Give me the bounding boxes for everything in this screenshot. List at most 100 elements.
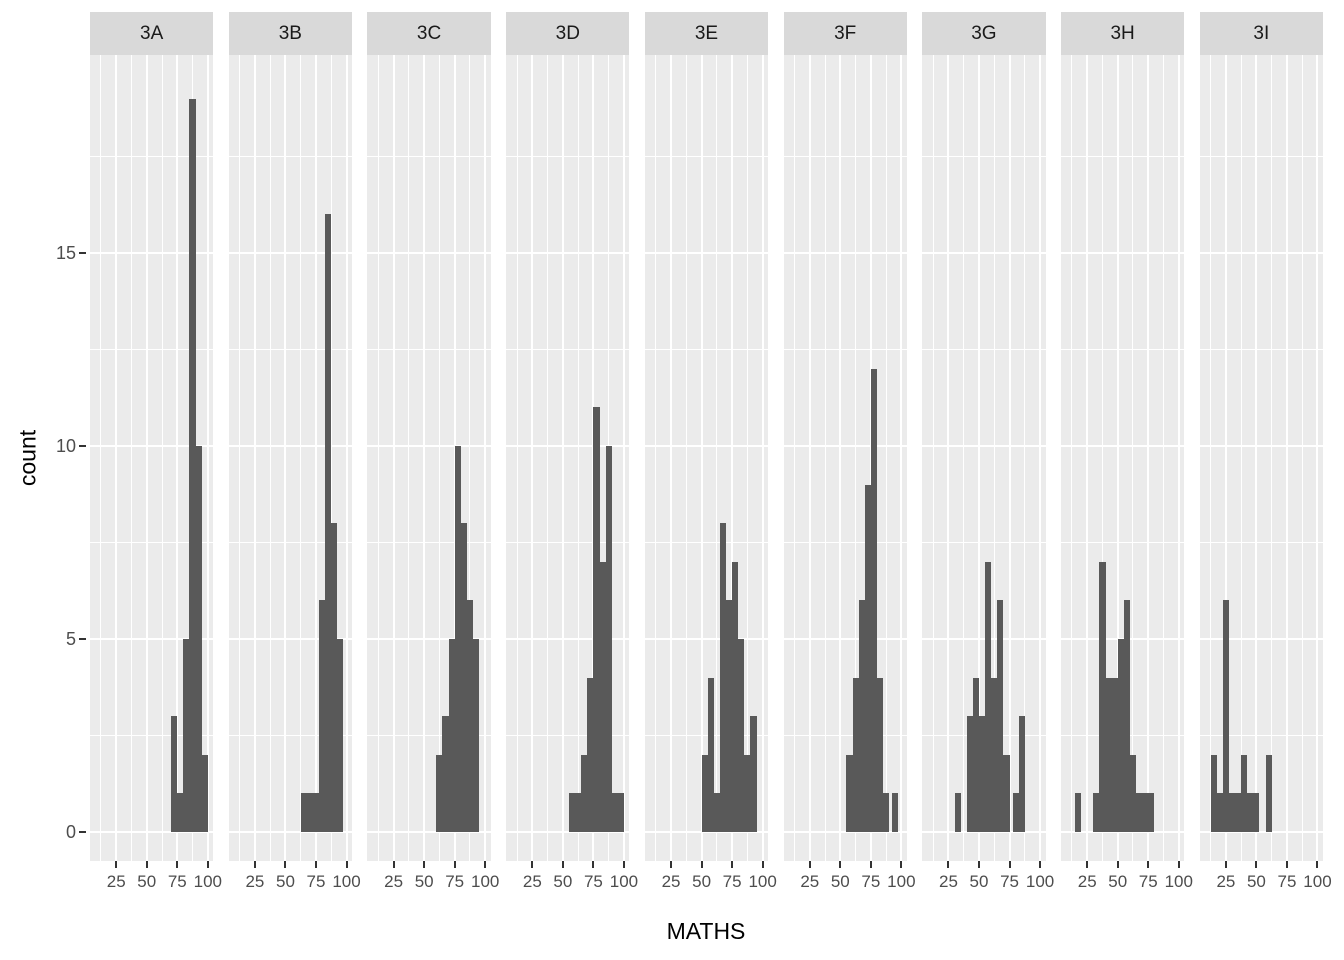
- histogram-bar: [306, 793, 313, 832]
- x-tick-mark: [839, 861, 842, 868]
- gridline-x-major: [1316, 55, 1319, 861]
- histogram-bar: [300, 793, 307, 832]
- facet-3C: 3C 25 50 75 100: [367, 12, 499, 960]
- x-tick-mark: [1147, 861, 1150, 868]
- x-tick-mark: [176, 861, 179, 868]
- histogram-bar: [575, 793, 582, 832]
- facet-panel: [1060, 55, 1185, 861]
- gridline-y-major: [922, 252, 1046, 254]
- gridline-x-major: [700, 55, 703, 861]
- histogram-bar: [325, 214, 332, 832]
- facet-strip-label: 3H: [1110, 22, 1135, 44]
- histogram-bar: [337, 639, 344, 832]
- x-tick-mark: [869, 861, 872, 868]
- x-tick-label: 25: [522, 872, 542, 891]
- histogram-bar: [846, 754, 853, 832]
- histogram-bar: [1111, 677, 1118, 832]
- gridline-y-minor: [367, 542, 491, 543]
- facet-strip-label: 3D: [555, 22, 580, 44]
- gridline-x-minor: [716, 55, 718, 861]
- facet-strip: 3A: [90, 12, 214, 55]
- gridline-y-minor: [228, 542, 352, 543]
- gridline-y-major: [783, 831, 907, 833]
- x-tick-mark: [670, 861, 673, 868]
- gridline-y-major: [783, 252, 907, 254]
- histogram-bar: [1241, 754, 1248, 832]
- x-tick-label: 100: [609, 872, 639, 891]
- gridline-y-minor: [367, 156, 491, 157]
- gridline-x-minor: [408, 55, 410, 861]
- x-tick-mark: [531, 861, 534, 868]
- gridline-y-major: [644, 831, 769, 833]
- gridline-x-major: [423, 55, 426, 861]
- gridline-x-major: [900, 55, 903, 861]
- gridline-y-minor: [90, 349, 214, 350]
- gridline-x-minor: [1024, 55, 1026, 861]
- histogram-bar: [189, 98, 196, 832]
- y-tick-mark: [79, 831, 86, 833]
- x-tick-label: 25: [384, 872, 404, 891]
- facet-strip-label: 3A: [140, 22, 164, 44]
- gridline-x-minor: [963, 55, 965, 861]
- gridline-y-minor: [1060, 156, 1185, 157]
- x-tick-label: 50: [553, 872, 573, 891]
- gridline-y-major: [783, 638, 907, 640]
- histogram-bar: [195, 446, 202, 832]
- histogram-bar: [744, 754, 751, 832]
- gridline-y-major: [1060, 445, 1185, 447]
- gridline-y-major: [506, 638, 630, 640]
- gridline-x-major: [1255, 55, 1258, 861]
- gridline-y-minor: [644, 156, 769, 157]
- x-tick-label: 100: [1303, 872, 1332, 891]
- x-tick-label: 25: [1077, 872, 1097, 891]
- x-tick-label: 50: [276, 872, 295, 891]
- gridline-y-minor: [506, 542, 630, 543]
- facet-panel: [644, 55, 769, 861]
- facet-panel: [922, 55, 1046, 861]
- y-tick-mark: [79, 445, 86, 447]
- x-tick-mark: [453, 861, 456, 868]
- histogram-bar: [448, 639, 455, 832]
- x-tick-mark: [900, 861, 903, 868]
- gridline-x-major: [839, 55, 842, 861]
- facet-panel: [367, 55, 491, 861]
- histogram-bar: [183, 639, 190, 832]
- facet-panel: [783, 55, 907, 861]
- gridline-x-major: [1224, 55, 1227, 861]
- histogram-bar: [1142, 793, 1149, 832]
- gridline-y-minor: [228, 735, 352, 736]
- histogram-bar: [954, 793, 961, 832]
- histogram-bar: [991, 677, 998, 832]
- facet-panel: [90, 55, 214, 861]
- gridline-y-major: [367, 445, 491, 447]
- histogram-bar: [713, 793, 720, 832]
- histogram-bar: [1222, 600, 1229, 832]
- gridline-y-minor: [783, 349, 907, 350]
- x-tick-label: 75: [583, 872, 603, 891]
- gridline-y-minor: [228, 156, 352, 157]
- histogram-bar: [568, 793, 576, 832]
- gridline-x-minor: [100, 55, 102, 861]
- gridline-y-major: [228, 638, 352, 640]
- y-tick-label: 15: [55, 243, 76, 263]
- facet-panel: [506, 55, 630, 861]
- histogram-bar: [171, 716, 178, 832]
- histogram-bar: [719, 523, 726, 832]
- y-tick-label: 10: [55, 436, 76, 456]
- gridline-y-major: [1060, 831, 1185, 833]
- histogram-bar: [701, 754, 708, 832]
- x-tick-label: 50: [1108, 872, 1128, 891]
- x-tick-label: 50: [1246, 872, 1266, 891]
- gridline-y-minor: [1060, 349, 1185, 350]
- histogram-bar: [617, 793, 624, 832]
- histogram-bar: [1099, 561, 1106, 832]
- histogram-bar: [852, 677, 859, 832]
- histogram-bar: [985, 561, 992, 832]
- gridline-y-major: [1199, 445, 1323, 447]
- histogram-bar: [312, 793, 320, 832]
- gridline-x-major: [670, 55, 673, 861]
- histogram-bar: [611, 793, 618, 832]
- gridline-x-minor: [932, 55, 934, 861]
- x-tick-mark: [392, 861, 395, 868]
- gridline-x-minor: [438, 55, 440, 861]
